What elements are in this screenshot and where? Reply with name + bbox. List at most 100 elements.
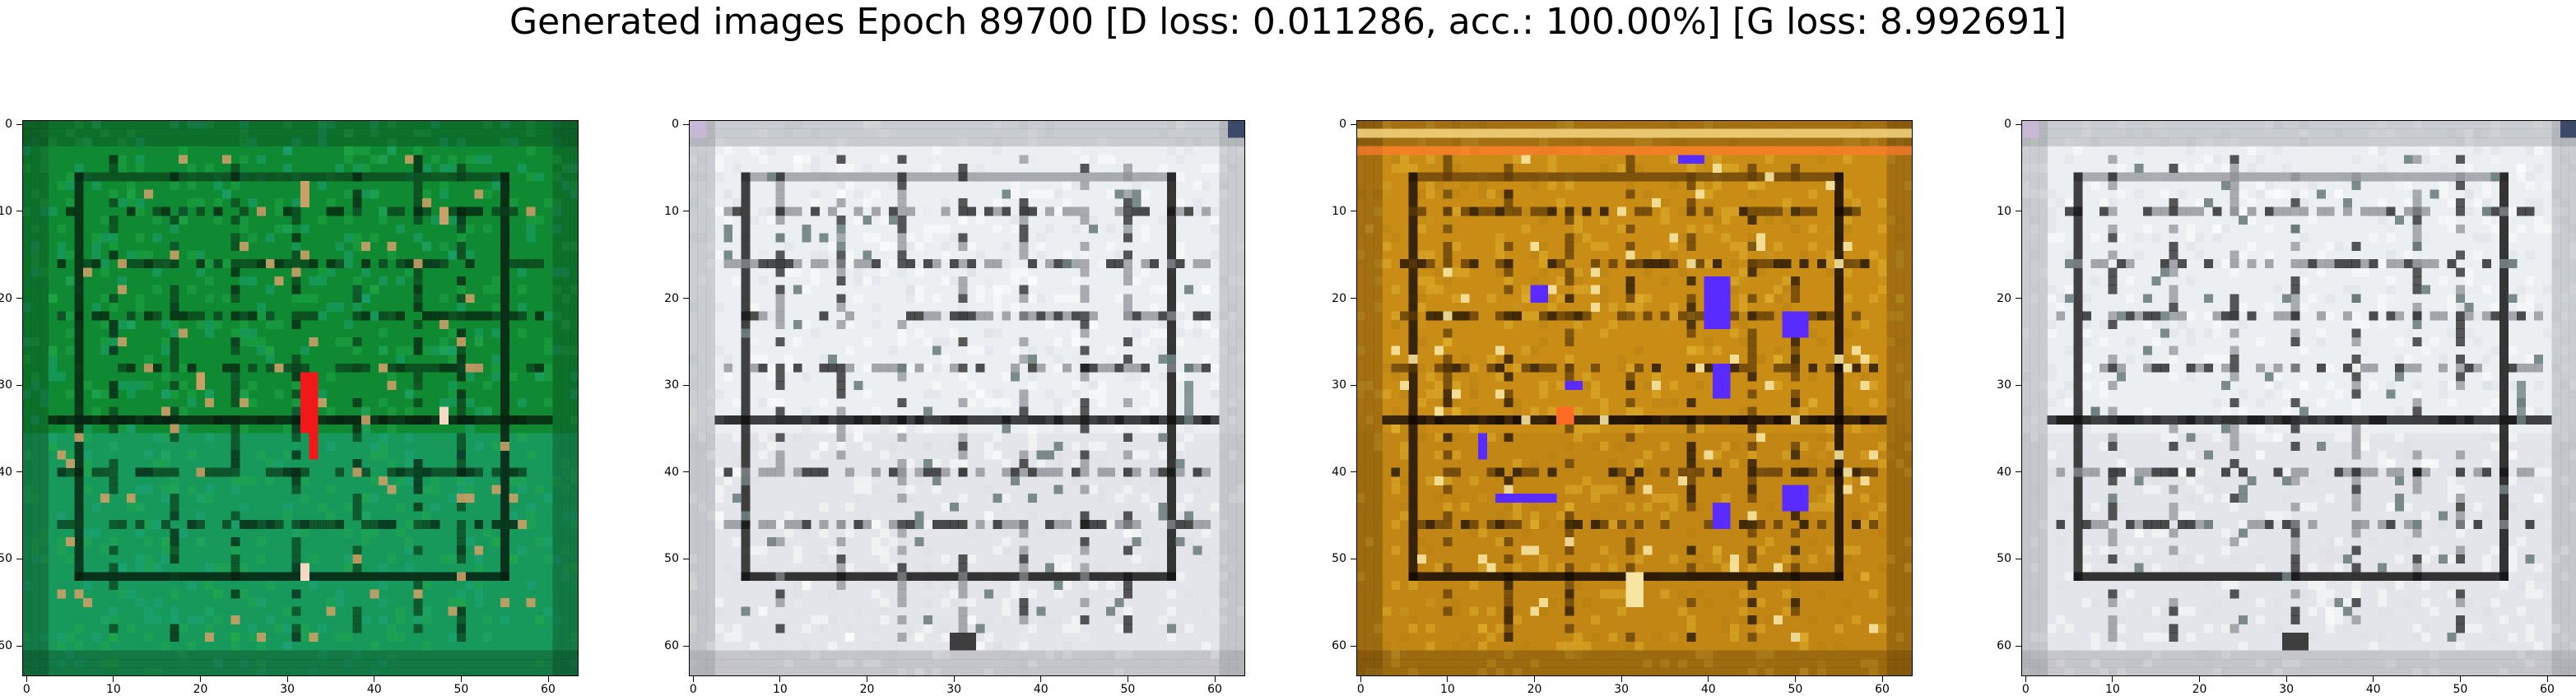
- x-tick: [693, 676, 694, 682]
- y-tick-label: 50: [646, 552, 679, 565]
- x-tick: [2025, 676, 2026, 682]
- x-tick-label: 60: [2531, 683, 2564, 696]
- x-tick: [954, 676, 955, 682]
- y-tick-label: 50: [1978, 552, 2011, 565]
- x-tick: [1215, 676, 1216, 682]
- x-tick: [1882, 676, 1883, 682]
- y-tick: [16, 646, 22, 647]
- y-tick: [683, 471, 689, 472]
- x-tick: [1708, 676, 1709, 682]
- x-tick-label: 40: [358, 683, 391, 696]
- generated-image: [2021, 120, 2576, 676]
- y-tick: [683, 124, 689, 125]
- y-tick-label: 50: [0, 552, 12, 565]
- y-tick-label: 40: [1314, 466, 1346, 479]
- y-tick-label: 40: [0, 466, 12, 479]
- y-tick-label: 20: [1978, 292, 2011, 305]
- y-tick-label: 60: [1314, 639, 1346, 652]
- y-tick-label: 60: [1978, 639, 2011, 652]
- x-tick: [1447, 676, 1448, 682]
- x-tick: [200, 676, 201, 682]
- y-tick: [683, 298, 689, 299]
- x-tick: [548, 676, 549, 682]
- x-tick: [1795, 676, 1796, 682]
- generated-image: [22, 120, 579, 676]
- x-tick-label: 10: [97, 683, 130, 696]
- y-tick-label: 0: [646, 118, 679, 131]
- y-tick-label: 30: [0, 378, 12, 392]
- y-tick: [16, 298, 22, 299]
- x-tick: [1360, 676, 1361, 682]
- y-tick-label: 0: [1978, 118, 2011, 131]
- x-tick-label: 20: [851, 683, 884, 696]
- y-tick: [16, 471, 22, 472]
- x-tick-label: 50: [444, 683, 477, 696]
- x-tick: [2373, 676, 2374, 682]
- x-tick: [1040, 676, 1041, 682]
- y-tick: [1351, 385, 1356, 386]
- x-tick: [26, 676, 27, 682]
- x-tick-label: 40: [1692, 683, 1725, 696]
- x-tick-label: 0: [2009, 683, 2042, 696]
- y-tick-label: 10: [0, 205, 12, 218]
- x-tick-label: 10: [2096, 683, 2129, 696]
- y-tick-label: 10: [646, 205, 679, 218]
- y-tick-label: 50: [1314, 552, 1346, 565]
- x-tick-label: 0: [10, 683, 43, 696]
- figure-title: Generated images Epoch 89700 [D loss: 0.…: [0, 0, 2576, 44]
- y-tick-label: 60: [0, 639, 12, 652]
- x-tick-label: 60: [1866, 683, 1899, 696]
- x-tick-label: 30: [1605, 683, 1638, 696]
- y-tick: [683, 385, 689, 386]
- x-tick-label: 40: [2357, 683, 2390, 696]
- y-tick: [1351, 471, 1356, 472]
- x-tick-label: 50: [1111, 683, 1144, 696]
- x-tick: [2547, 676, 2548, 682]
- y-tick-label: 60: [646, 639, 679, 652]
- x-tick: [113, 676, 114, 682]
- x-tick-label: 30: [937, 683, 970, 696]
- x-tick-label: 0: [1344, 683, 1377, 696]
- x-tick-label: 20: [1518, 683, 1551, 696]
- y-tick: [2016, 124, 2021, 125]
- x-tick: [461, 676, 462, 682]
- y-tick-label: 10: [1314, 205, 1346, 218]
- x-tick-label: 10: [764, 683, 797, 696]
- y-tick-label: 20: [1314, 292, 1346, 305]
- y-tick-label: 30: [1978, 378, 2011, 392]
- x-tick-label: 30: [2270, 683, 2303, 696]
- x-tick-label: 60: [532, 683, 565, 696]
- x-tick-label: 20: [184, 683, 217, 696]
- y-tick-label: 10: [1978, 205, 2011, 218]
- y-tick: [2016, 471, 2021, 472]
- y-tick-label: 40: [1978, 466, 2011, 479]
- x-tick-label: 50: [1779, 683, 1811, 696]
- x-tick: [287, 676, 288, 682]
- y-tick: [683, 646, 689, 647]
- y-tick: [1351, 298, 1356, 299]
- x-tick: [2199, 676, 2200, 682]
- y-tick: [2016, 385, 2021, 386]
- y-tick-label: 0: [1314, 118, 1346, 131]
- x-tick-label: 0: [677, 683, 709, 696]
- x-tick: [1621, 676, 1622, 682]
- x-tick-label: 30: [271, 683, 304, 696]
- x-tick: [2112, 676, 2113, 682]
- y-tick: [1351, 646, 1356, 647]
- y-tick: [2016, 298, 2021, 299]
- x-tick: [1534, 676, 1535, 682]
- x-tick: [779, 676, 780, 682]
- y-tick-label: 20: [646, 292, 679, 305]
- y-tick: [16, 124, 22, 125]
- y-tick-label: 0: [0, 118, 12, 131]
- y-tick-label: 30: [1314, 378, 1346, 392]
- x-tick-label: 60: [1198, 683, 1231, 696]
- y-tick-label: 30: [646, 378, 679, 392]
- x-tick-label: 50: [2443, 683, 2476, 696]
- y-tick: [2016, 646, 2021, 647]
- y-tick-label: 40: [646, 466, 679, 479]
